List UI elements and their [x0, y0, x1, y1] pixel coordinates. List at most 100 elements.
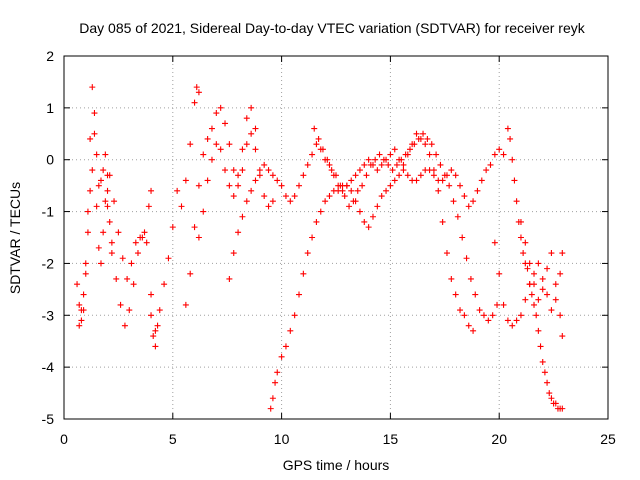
data-point	[235, 182, 242, 189]
data-point	[269, 395, 276, 402]
data-point	[367, 161, 374, 168]
data-point	[393, 161, 400, 168]
data-point	[478, 177, 485, 184]
data-point	[213, 141, 220, 148]
data-point	[439, 218, 446, 225]
data-point	[222, 167, 229, 174]
data-point	[450, 198, 457, 205]
data-point	[517, 218, 524, 225]
data-point	[433, 151, 440, 158]
data-point	[513, 317, 520, 324]
data-point	[152, 343, 159, 350]
y-tick-label: -1	[42, 204, 55, 220]
data-point	[348, 177, 355, 184]
data-point	[291, 312, 298, 319]
data-series	[106, 172, 155, 282]
data-point	[539, 275, 546, 282]
data-point	[141, 229, 148, 236]
data-point	[500, 301, 507, 308]
data-point	[274, 369, 281, 376]
data-point	[544, 265, 551, 272]
data-point	[191, 224, 198, 231]
data-point	[108, 239, 115, 246]
x-tick-label: 0	[60, 431, 68, 447]
data-point	[376, 151, 383, 158]
data-point	[389, 167, 396, 174]
data-point	[496, 146, 503, 153]
data-point	[463, 255, 470, 262]
data-series	[104, 203, 161, 350]
data-point	[296, 291, 303, 298]
data-point	[265, 167, 272, 174]
data-point	[470, 198, 477, 205]
data-point	[470, 327, 477, 334]
data-point	[76, 301, 83, 308]
data-point	[272, 379, 279, 386]
data-point	[398, 156, 405, 163]
data-point	[76, 322, 83, 329]
data-point	[261, 161, 268, 168]
data-point	[148, 312, 155, 319]
data-point	[226, 141, 233, 148]
data-point	[378, 193, 385, 200]
data-point	[287, 198, 294, 205]
data-point	[282, 343, 289, 350]
data-point	[106, 218, 113, 225]
data-series	[148, 84, 202, 334]
data-point	[559, 250, 566, 257]
data-point	[383, 187, 390, 194]
data-point	[269, 198, 276, 205]
data-point	[352, 172, 359, 179]
data-point	[248, 187, 255, 194]
data-point	[489, 312, 496, 319]
data-point	[448, 275, 455, 282]
data-point	[243, 198, 250, 205]
data-point	[300, 172, 307, 179]
data-point	[328, 167, 335, 174]
data-point	[187, 141, 194, 148]
data-point	[313, 141, 320, 148]
data-point	[428, 141, 435, 148]
data-point	[82, 270, 89, 277]
data-point	[448, 167, 455, 174]
data-point	[359, 182, 366, 189]
data-point	[369, 213, 376, 220]
grid	[64, 56, 608, 419]
data-point	[165, 255, 172, 262]
data-point	[152, 327, 159, 334]
data-point	[417, 172, 424, 179]
data-point	[204, 177, 211, 184]
data-point	[226, 182, 233, 189]
data-point	[113, 275, 120, 282]
data-point	[104, 187, 111, 194]
y-tick-label: 0	[46, 152, 54, 168]
data-series	[195, 104, 259, 241]
data-point	[282, 193, 289, 200]
data-point	[491, 151, 498, 158]
data-point	[304, 161, 311, 168]
data-point	[557, 312, 564, 319]
y-tick-label: 1	[46, 100, 54, 116]
data-point	[415, 135, 422, 142]
x-axis-label: GPS time / hours	[283, 457, 390, 473]
data-point	[465, 322, 472, 329]
y-tick-label: -3	[42, 307, 55, 323]
data-point	[474, 187, 481, 194]
data-point	[187, 270, 194, 277]
data-point	[248, 130, 255, 137]
data-point	[134, 250, 141, 257]
data-point	[91, 130, 98, 137]
data-point	[84, 229, 91, 236]
data-point	[424, 135, 431, 142]
data-point	[365, 156, 372, 163]
data-point	[87, 187, 94, 194]
data-point	[544, 379, 551, 386]
y-tick-label: -4	[42, 359, 55, 375]
data-point	[324, 156, 331, 163]
data-point	[230, 193, 237, 200]
data-point	[500, 151, 507, 158]
data-point	[413, 177, 420, 184]
data-point	[200, 151, 207, 158]
data-point	[513, 198, 520, 205]
